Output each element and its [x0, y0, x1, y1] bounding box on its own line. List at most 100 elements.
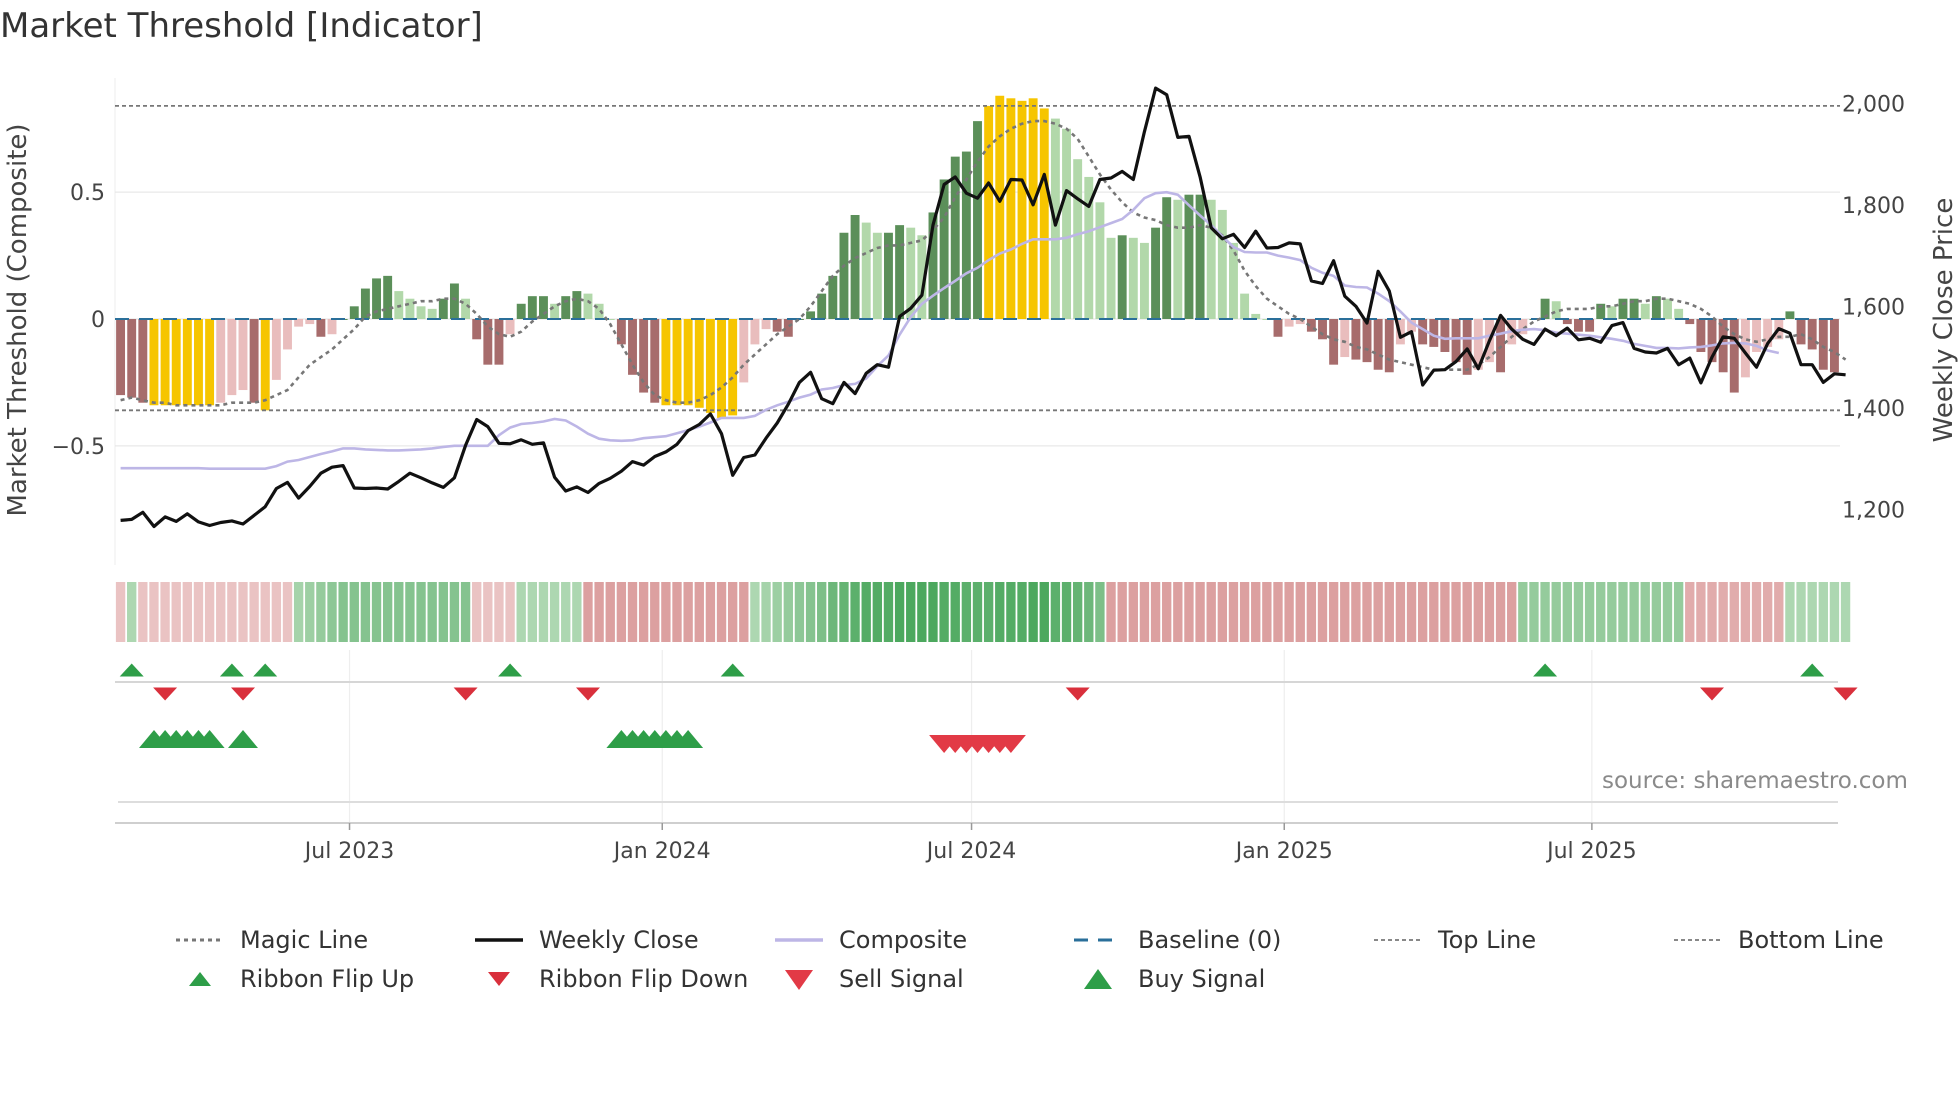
ribbon-cell	[160, 582, 170, 642]
histogram-bar	[383, 275, 393, 319]
ribbon-flip-down-marker	[576, 687, 600, 701]
ribbon-cell	[416, 582, 426, 642]
magic-line	[120, 119, 1847, 407]
histogram-bar	[1407, 319, 1416, 332]
ribbon-cell	[227, 582, 237, 642]
legend-item-weekly-close: Weekly Close	[471, 922, 699, 958]
ribbon-cell	[494, 582, 504, 642]
ribbon-cell	[371, 582, 382, 642]
ribbon-cell	[705, 582, 716, 642]
ribbon-cell	[1685, 582, 1695, 642]
right-tick-label: 2,000	[1842, 92, 1905, 117]
ribbon-cell	[917, 582, 927, 642]
ribbon-cell	[950, 582, 960, 642]
ribbon-cell	[1440, 582, 1450, 642]
ribbon-cell	[316, 582, 326, 642]
left-tick-label: −0.5	[52, 435, 105, 460]
ribbon-cell	[1451, 582, 1461, 642]
ribbon-cell	[1028, 582, 1038, 642]
ribbon-cell	[627, 582, 638, 642]
histogram-bar	[1139, 242, 1149, 319]
ribbon-cell	[1762, 582, 1773, 642]
histogram-bar	[717, 319, 726, 418]
legend-label: Ribbon Flip Up	[240, 965, 415, 993]
ribbon-cell	[594, 582, 604, 642]
ribbon-cell	[1328, 582, 1339, 642]
ribbon-flip-up-marker	[219, 663, 244, 677]
ribbon-cell	[349, 582, 359, 642]
ribbon-cell	[483, 582, 493, 642]
histogram-bar	[427, 308, 437, 319]
ribbon-cell	[282, 582, 293, 642]
histogram-bar	[238, 319, 248, 391]
legend-item-sell-signal: Sell Signal	[771, 961, 964, 997]
ribbon-cell	[1117, 582, 1127, 642]
histogram-bar	[449, 283, 459, 319]
histogram-bar	[1229, 242, 1238, 319]
ribbon-flip-down-marker	[231, 687, 255, 701]
ribbon-cell	[1406, 582, 1417, 642]
ribbon-cell	[739, 582, 749, 642]
ribbon-cell	[605, 582, 615, 642]
histogram-bar	[1574, 319, 1583, 332]
ribbon-cell	[817, 582, 827, 642]
histogram-bar	[1162, 197, 1172, 319]
histogram-bar	[1707, 319, 1717, 363]
histogram-bar	[271, 319, 281, 380]
ribbon-flip-up-marker	[253, 663, 278, 677]
ribbon-cell	[839, 582, 849, 642]
ribbon-cell	[1317, 582, 1328, 642]
histogram-bar	[1674, 308, 1684, 319]
ribbon-cell	[1072, 582, 1083, 642]
ribbon-cell	[961, 582, 972, 642]
histogram-bar	[283, 319, 292, 350]
histogram-bar	[494, 319, 504, 365]
ribbon-cell	[1462, 582, 1472, 642]
ribbon-cell	[794, 582, 805, 642]
histogram-bar	[160, 319, 170, 406]
histogram-bar	[1418, 319, 1428, 345]
ribbon-cell	[1651, 582, 1662, 642]
histogram-bar	[973, 121, 982, 319]
ribbon-cell	[995, 582, 1005, 642]
ribbon-cell	[750, 582, 760, 642]
histogram-bar	[1329, 319, 1339, 365]
ribbon-cell	[382, 582, 393, 642]
histogram-bar	[1818, 319, 1828, 370]
ribbon-cell	[394, 582, 404, 642]
dotted-line-icon	[1674, 939, 1722, 941]
ribbon-cell	[661, 582, 671, 642]
histogram-bar	[1451, 319, 1461, 363]
ribbon-cell	[1184, 582, 1194, 642]
histogram-bar	[950, 156, 960, 319]
ribbon-cell	[149, 582, 159, 642]
histogram-bar	[1440, 319, 1450, 352]
ribbon-cell	[1573, 582, 1584, 642]
legend-label: Magic Line	[240, 926, 369, 954]
left-tick-label: 0.5	[70, 181, 105, 206]
histogram-bar	[1429, 319, 1439, 347]
ribbon-cell	[1829, 582, 1840, 642]
ribbon-cell	[1206, 582, 1216, 642]
histogram-bar	[661, 319, 671, 406]
histogram-bar	[594, 303, 604, 319]
ribbon-cell	[783, 582, 793, 642]
ribbon-cell	[138, 582, 148, 642]
ribbon-cell	[928, 582, 938, 642]
histogram-bar	[772, 319, 782, 332]
histogram-bar	[783, 319, 793, 337]
histogram-bar	[249, 319, 259, 403]
ribbon-cell	[549, 582, 560, 642]
ribbon-cell	[305, 582, 315, 642]
histogram-bar	[1796, 319, 1806, 345]
ribbon-cell	[1128, 582, 1138, 642]
ribbon-flip-up-marker	[498, 663, 523, 677]
histogram-bar	[127, 319, 137, 398]
composite-line	[120, 190, 1780, 471]
histogram-bar	[906, 227, 916, 319]
histogram-bar	[650, 319, 660, 403]
histogram-bar	[305, 319, 315, 325]
ribbon-cell	[861, 582, 871, 642]
ribbon-flip-down-marker	[1065, 687, 1090, 701]
ribbon-cell	[516, 582, 526, 642]
